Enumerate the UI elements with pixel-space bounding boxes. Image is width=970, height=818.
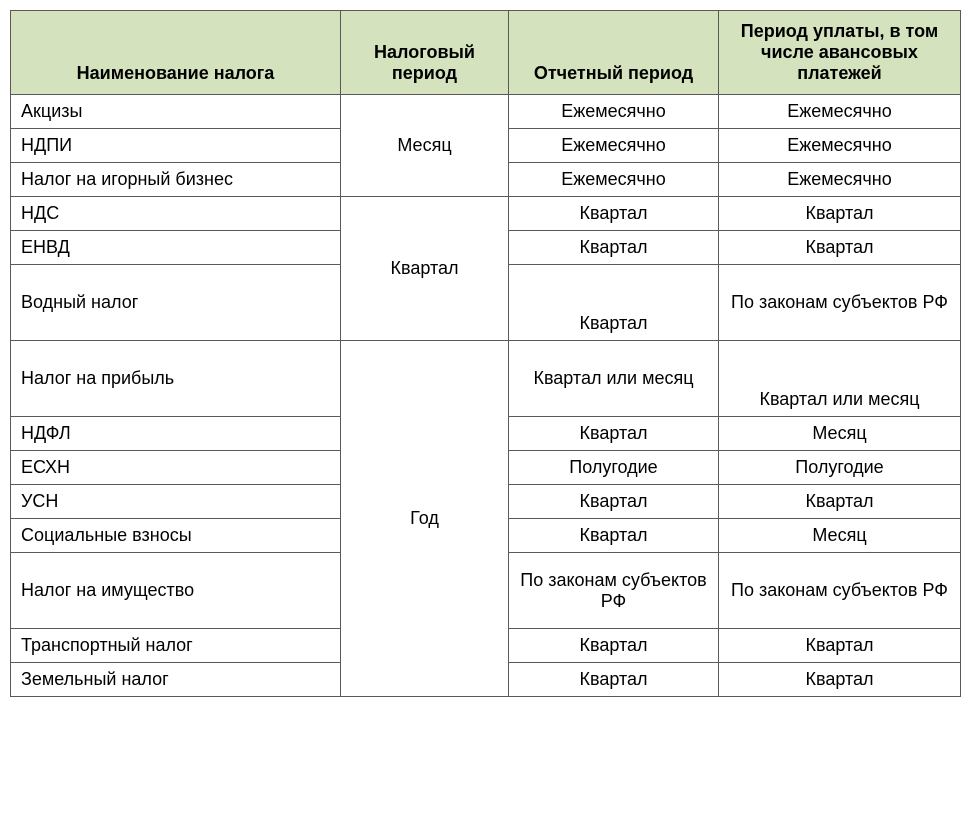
reporting-period-cell: Квартал bbox=[509, 663, 719, 697]
col-header-payment: Период уплаты, в том числе авансовых пла… bbox=[719, 11, 961, 95]
col-header-tax-period: Налоговый период bbox=[341, 11, 509, 95]
tax-name-cell: Налог на прибыль bbox=[11, 341, 341, 417]
reporting-period-cell: Ежемесячно bbox=[509, 163, 719, 197]
tax-period-cell: Год bbox=[341, 341, 509, 697]
reporting-period-cell: Полугодие bbox=[509, 451, 719, 485]
tax-name-cell: Социальные взносы bbox=[11, 519, 341, 553]
payment-period-cell: Квартал bbox=[719, 629, 961, 663]
payment-period-cell: Квартал bbox=[719, 231, 961, 265]
tax-name-cell: Водный налог bbox=[11, 265, 341, 341]
tax-periods-table: Наименование налога Налоговый период Отч… bbox=[10, 10, 961, 697]
table-row: АкцизыМесяцЕжемесячноЕжемесячно bbox=[11, 95, 961, 129]
payment-period-cell: Месяц bbox=[719, 417, 961, 451]
payment-period-cell: Квартал bbox=[719, 485, 961, 519]
tax-name-cell: ЕСХН bbox=[11, 451, 341, 485]
tax-name-cell: Налог на игорный бизнес bbox=[11, 163, 341, 197]
payment-period-cell: Квартал bbox=[719, 197, 961, 231]
tax-name-cell: Налог на имущество bbox=[11, 553, 341, 629]
reporting-period-cell: Ежемесячно bbox=[509, 95, 719, 129]
reporting-period-cell: По законам субъектов РФ bbox=[509, 553, 719, 629]
tax-name-cell: НДС bbox=[11, 197, 341, 231]
tax-period-cell: Месяц bbox=[341, 95, 509, 197]
reporting-period-cell: Квартал bbox=[509, 417, 719, 451]
col-header-reporting: Отчетный период bbox=[509, 11, 719, 95]
reporting-period-cell: Квартал bbox=[509, 231, 719, 265]
reporting-period-cell: Квартал bbox=[509, 265, 719, 341]
reporting-period-cell: Квартал bbox=[509, 197, 719, 231]
reporting-period-cell: Квартал bbox=[509, 485, 719, 519]
payment-period-cell: Ежемесячно bbox=[719, 129, 961, 163]
payment-period-cell: Полугодие bbox=[719, 451, 961, 485]
col-header-name: Наименование налога bbox=[11, 11, 341, 95]
reporting-period-cell: Ежемесячно bbox=[509, 129, 719, 163]
payment-period-cell: Квартал bbox=[719, 663, 961, 697]
reporting-period-cell: Квартал или месяц bbox=[509, 341, 719, 417]
payment-period-cell: По законам субъектов РФ bbox=[719, 265, 961, 341]
tax-name-cell: Транспортный налог bbox=[11, 629, 341, 663]
tax-name-cell: Земельный налог bbox=[11, 663, 341, 697]
tax-period-cell: Квартал bbox=[341, 197, 509, 341]
reporting-period-cell: Квартал bbox=[509, 519, 719, 553]
payment-period-cell: По законам субъектов РФ bbox=[719, 553, 961, 629]
payment-period-cell: Квартал или месяц bbox=[719, 341, 961, 417]
tax-name-cell: Акцизы bbox=[11, 95, 341, 129]
payment-period-cell: Месяц bbox=[719, 519, 961, 553]
table-row: НДСКварталКварталКвартал bbox=[11, 197, 961, 231]
tax-name-cell: НДФЛ bbox=[11, 417, 341, 451]
header-row: Наименование налога Налоговый период Отч… bbox=[11, 11, 961, 95]
tax-name-cell: УСН bbox=[11, 485, 341, 519]
tax-name-cell: ЕНВД bbox=[11, 231, 341, 265]
payment-period-cell: Ежемесячно bbox=[719, 95, 961, 129]
tax-name-cell: НДПИ bbox=[11, 129, 341, 163]
table-row: Налог на прибыльГодКвартал или месяцКвар… bbox=[11, 341, 961, 417]
reporting-period-cell: Квартал bbox=[509, 629, 719, 663]
payment-period-cell: Ежемесячно bbox=[719, 163, 961, 197]
